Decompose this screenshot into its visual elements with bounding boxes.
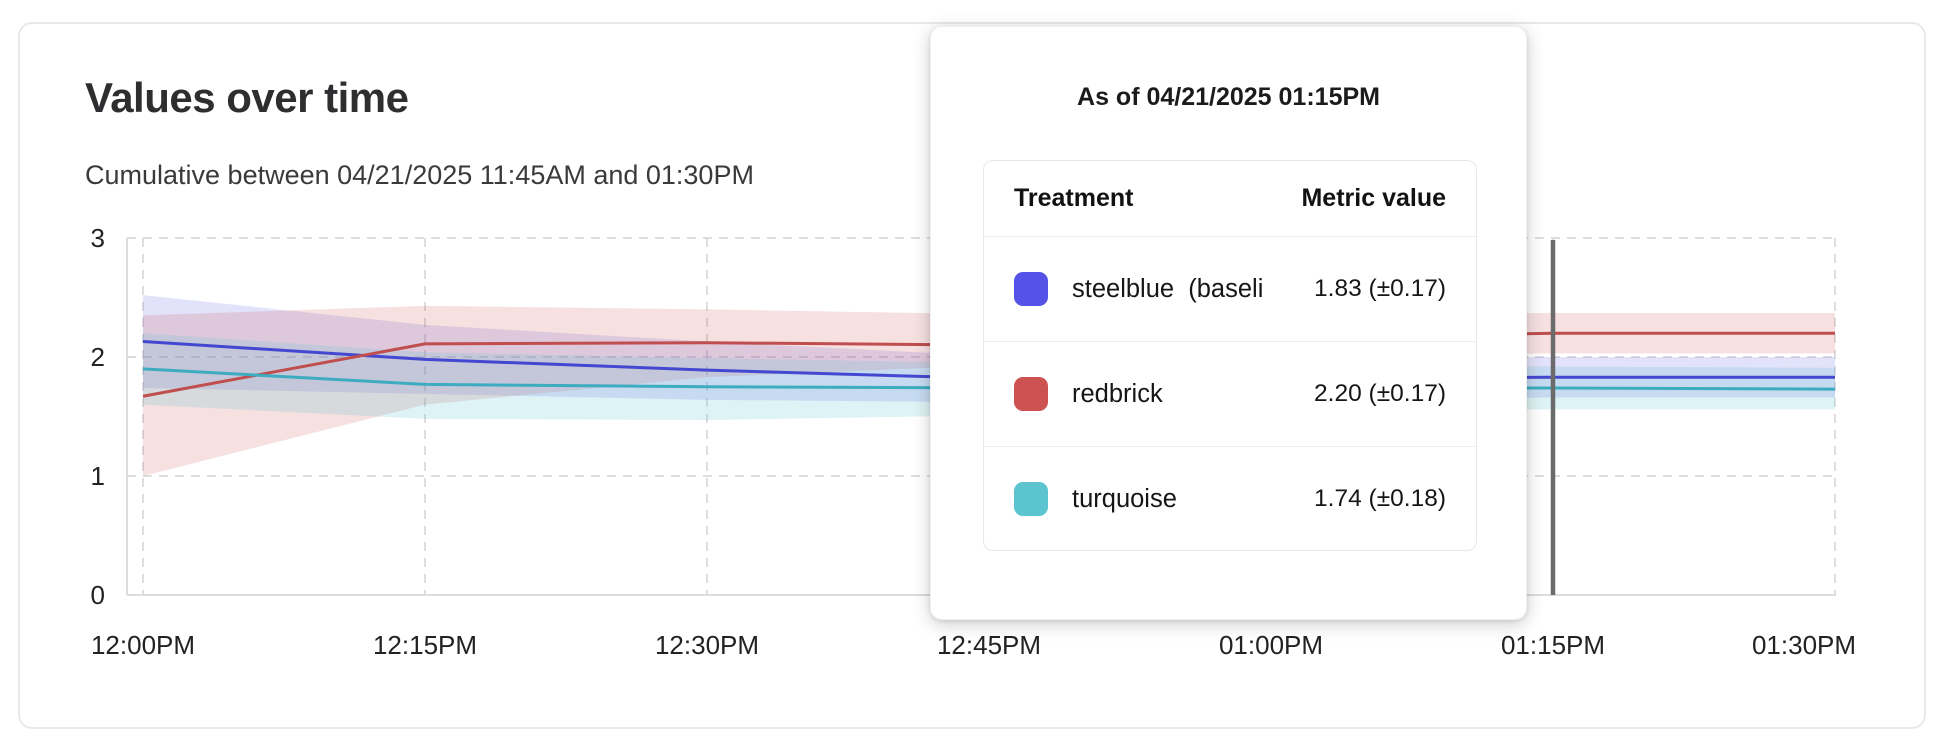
x-tick-0100pm: 01:00PM xyxy=(1218,630,1324,660)
tooltip-title: As of 04/21/2025 01:15PM xyxy=(1077,83,1380,111)
y-tick-1: 1 xyxy=(90,461,105,491)
series-metric-value: 2.20 (±0.17) xyxy=(1314,380,1446,407)
series-swatch-redbrick xyxy=(1014,377,1048,411)
table-row-redbrick: redbrick 2.20 (±0.17) xyxy=(984,341,1476,446)
x-tick-0115pm: 01:15PM xyxy=(1500,630,1606,660)
x-tick-0130pm: 01:30PM xyxy=(1751,630,1857,660)
x-tick-1230pm: 12:30PM xyxy=(654,630,760,660)
column-header-metric-value: Metric value xyxy=(1301,184,1446,212)
page-title: Values over time xyxy=(85,74,409,121)
table-row-steelblue: steelblue (baseli 1.83 (±0.17) xyxy=(984,236,1476,341)
x-tick-1245pm: 12:45PM xyxy=(936,630,1042,660)
series-swatch-steelblue xyxy=(1014,272,1048,306)
series-swatch-turquoise xyxy=(1014,482,1048,516)
y-tick-2: 2 xyxy=(90,342,105,372)
series-metric-value: 1.74 (±0.18) xyxy=(1314,485,1446,512)
table-row-turquoise: turquoise 1.74 (±0.18) xyxy=(984,446,1476,550)
series-label: redbrick xyxy=(1072,379,1163,408)
hover-tooltip: As of 04/21/2025 01:15PM Treatment Metri… xyxy=(930,26,1527,620)
series-metric-value: 1.83 (±0.17) xyxy=(1314,275,1446,302)
tooltip-table: Treatment Metric value steelblue (baseli… xyxy=(983,160,1477,551)
x-tick-1200pm: 12:00PM xyxy=(90,630,196,660)
series-label: turquoise xyxy=(1072,484,1177,513)
column-header-treatment: Treatment xyxy=(1014,184,1134,212)
tooltip-table-header: Treatment Metric value xyxy=(984,161,1476,236)
y-tick-3: 3 xyxy=(90,223,105,253)
y-tick-0: 0 xyxy=(90,580,105,610)
series-label: steelblue (baseli xyxy=(1072,274,1264,303)
page-subtitle: Cumulative between 04/21/2025 11:45AM an… xyxy=(85,160,754,190)
x-tick-1215pm: 12:15PM xyxy=(372,630,478,660)
